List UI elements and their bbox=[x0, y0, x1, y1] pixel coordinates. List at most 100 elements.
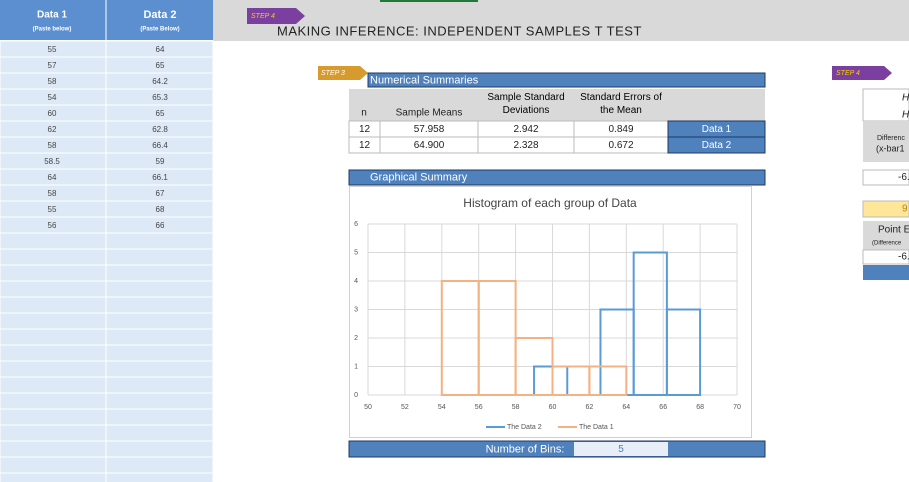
cell bbox=[105, 408, 214, 426]
step-badge: STEP 4 bbox=[247, 8, 305, 24]
sheet-value: 57 bbox=[48, 61, 57, 70]
x-tick-label: 70 bbox=[733, 404, 741, 411]
table-value: Data 1 bbox=[702, 124, 732, 135]
cell bbox=[862, 200, 909, 218]
cell bbox=[0, 408, 107, 426]
cell bbox=[0, 312, 107, 330]
table-value: 57.958 bbox=[414, 124, 445, 135]
selection-mark bbox=[380, 0, 478, 2]
cell bbox=[105, 232, 214, 250]
sheet-value: 65.3 bbox=[152, 93, 168, 102]
x-tick-label: 64 bbox=[622, 404, 630, 411]
sheet-value: 58 bbox=[48, 189, 57, 198]
panel-text: -6. bbox=[898, 172, 909, 183]
cell bbox=[862, 169, 909, 186]
cell bbox=[105, 360, 214, 378]
sheet-value: 58 bbox=[48, 77, 57, 86]
cell bbox=[0, 344, 107, 362]
table-value: 2.328 bbox=[513, 140, 538, 151]
legend-label: The Data 1 bbox=[579, 424, 614, 431]
sheet-value: 64 bbox=[48, 173, 57, 182]
sheet-value: 65 bbox=[156, 109, 165, 118]
sheet-value: 55 bbox=[48, 205, 57, 214]
badge-shape bbox=[832, 66, 892, 80]
cell bbox=[105, 440, 214, 458]
sheet-value: 56 bbox=[48, 221, 57, 230]
cell bbox=[0, 280, 107, 298]
top-band bbox=[213, 0, 909, 41]
x-tick-label: 56 bbox=[475, 404, 483, 411]
header-note: (Paste Below) bbox=[140, 27, 179, 33]
cell bbox=[0, 232, 107, 250]
cell bbox=[863, 265, 909, 280]
section-title: Numerical Summaries bbox=[370, 74, 479, 86]
x-tick-label: 52 bbox=[401, 404, 409, 411]
cell bbox=[0, 392, 107, 410]
table-value: Data 2 bbox=[702, 140, 732, 151]
table-value: 12 bbox=[359, 124, 371, 135]
panel-text: (x-bar1 bbox=[876, 143, 905, 153]
x-tick-label: 66 bbox=[659, 404, 667, 411]
cell bbox=[0, 376, 107, 394]
sheet-value: 67 bbox=[156, 189, 165, 198]
header-title: Data 1 bbox=[37, 10, 67, 21]
cell bbox=[863, 221, 909, 250]
x-tick-label: 58 bbox=[512, 404, 520, 411]
table-value: 0.849 bbox=[608, 124, 633, 135]
cell bbox=[0, 328, 107, 346]
sheet-value: 55 bbox=[48, 45, 57, 54]
sheet-value: 54 bbox=[48, 93, 57, 102]
cell bbox=[0, 424, 107, 442]
panel-text: 9 bbox=[902, 204, 908, 215]
right-panel: STEP 4 H H Differenc (x-bar1 -6. 9 Point… bbox=[832, 66, 909, 280]
y-tick-label: 0 bbox=[354, 392, 358, 399]
table-value: 64.900 bbox=[414, 140, 445, 151]
x-tick-label: 50 bbox=[364, 404, 372, 411]
chart-title: Histogram of each group of Data bbox=[463, 196, 637, 210]
table-header-wrap: Sample Standard Deviations bbox=[487, 92, 565, 116]
y-tick-label: 3 bbox=[354, 306, 358, 313]
table-cell bbox=[667, 136, 766, 154]
bins-value[interactable]: 5 bbox=[618, 444, 624, 455]
sheet-value: 62 bbox=[48, 125, 57, 134]
sheet-value: 68 bbox=[156, 205, 165, 214]
x-tick-label: 62 bbox=[586, 404, 594, 411]
cell bbox=[862, 249, 909, 265]
cell bbox=[105, 248, 214, 266]
legend-label: The Data 2 bbox=[507, 424, 542, 431]
cell bbox=[105, 328, 214, 346]
cell bbox=[863, 121, 909, 162]
table-value: 0.672 bbox=[608, 140, 633, 151]
cell bbox=[105, 264, 214, 282]
badge-text: STEP 3 bbox=[321, 70, 345, 77]
x-tick-label: 60 bbox=[549, 404, 557, 411]
section-bar bbox=[348, 169, 766, 186]
badge-shape bbox=[318, 66, 368, 80]
panel-text: Differenc bbox=[877, 135, 905, 142]
sheet-value: 59 bbox=[156, 157, 165, 166]
x-tick-label: 54 bbox=[438, 404, 446, 411]
sheet-value: 64 bbox=[156, 45, 165, 54]
cell bbox=[0, 264, 107, 282]
sheet-value: 66.4 bbox=[152, 141, 168, 150]
sheet-value: 65 bbox=[156, 61, 165, 70]
table-header: Sample Standard Deviations bbox=[487, 92, 565, 116]
table-header: Standard Errors of the Mean bbox=[580, 92, 662, 116]
sheet-value: 66 bbox=[156, 221, 165, 230]
cell bbox=[105, 472, 214, 482]
panel-text: H bbox=[902, 110, 909, 121]
sheet-value: 64.2 bbox=[152, 77, 168, 86]
cell bbox=[105, 424, 214, 442]
table-value: 12 bbox=[359, 140, 371, 151]
cell bbox=[0, 296, 107, 314]
sheet-value: 58 bbox=[48, 141, 57, 150]
cell bbox=[105, 392, 214, 410]
histogram-bar bbox=[588, 365, 628, 396]
cell bbox=[105, 376, 214, 394]
table-header: n bbox=[361, 108, 367, 119]
histogram-bar bbox=[665, 308, 702, 396]
badge-text: STEP 4 bbox=[251, 13, 275, 20]
x-tick-label: 68 bbox=[696, 404, 704, 411]
cell bbox=[0, 472, 107, 482]
